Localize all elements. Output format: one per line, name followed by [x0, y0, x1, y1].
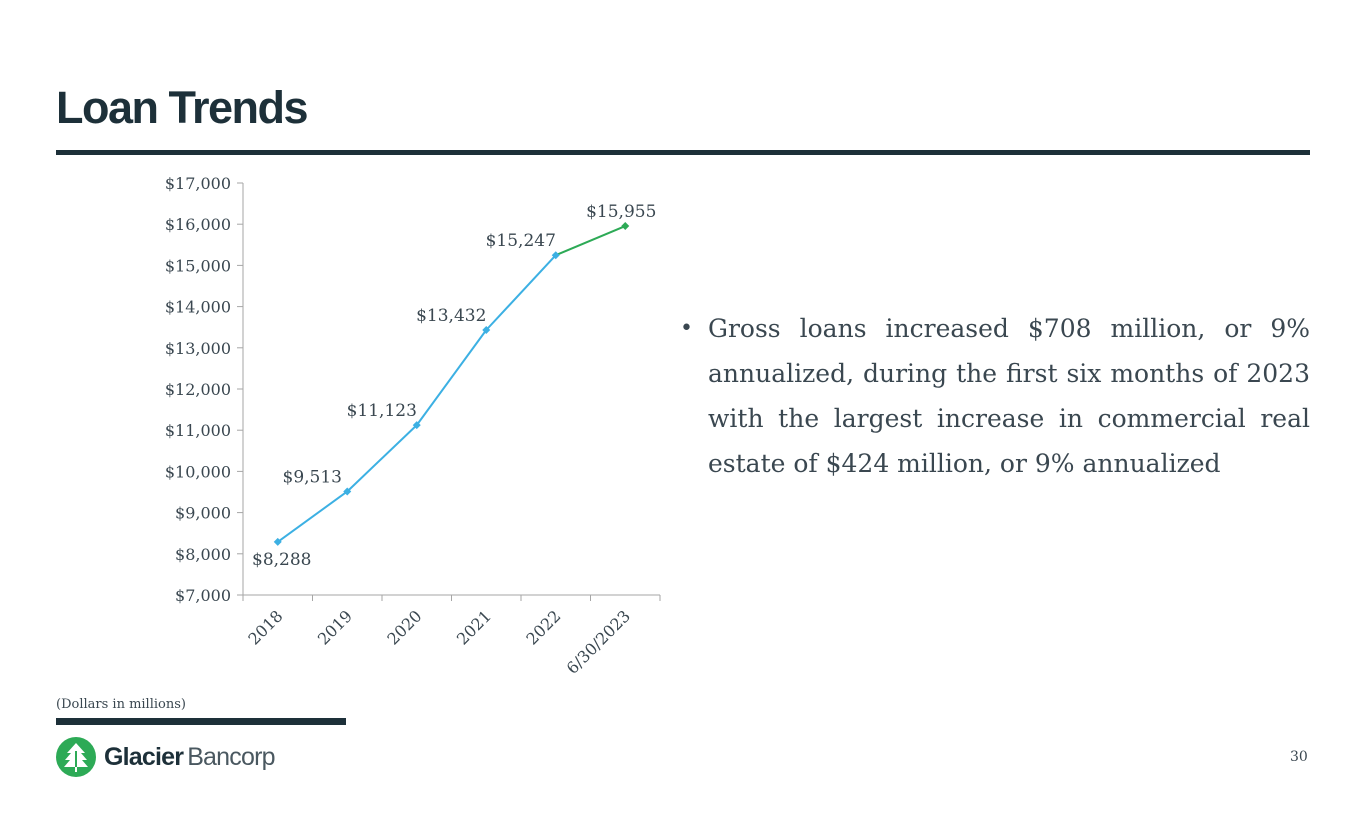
y-tick-label: $9,000 [175, 504, 231, 523]
bullet-dot-icon: • [680, 316, 693, 341]
data-point [412, 421, 421, 430]
logo-name-light: Bancorp [187, 742, 275, 771]
y-tick-label: $11,000 [165, 421, 231, 440]
logo-name-bold: Glacier [104, 742, 184, 771]
units-footnote: (Dollars in millions) [56, 697, 186, 712]
y-tick-label: $17,000 [165, 174, 231, 193]
data-point [482, 326, 491, 335]
y-tick-label: $14,000 [165, 298, 231, 317]
title-divider [56, 150, 1310, 155]
bullet-text: Gross loans increased $708 million, or 9… [708, 314, 1310, 478]
x-tick-label: 2022 [522, 606, 564, 648]
y-tick-label: $16,000 [165, 215, 231, 234]
footer-divider [56, 718, 346, 725]
company-logo: Glacier Bancorp [56, 737, 275, 777]
bullet-list: • Gross loans increased $708 million, or… [680, 306, 1310, 486]
data-label: $8,288 [252, 550, 311, 570]
data-label: $13,432 [416, 306, 486, 326]
data-label: $15,247 [486, 231, 556, 251]
y-tick-label: $13,000 [165, 339, 231, 358]
series-line-segment [485, 254, 557, 331]
series-line-segment [415, 329, 488, 426]
data-point [551, 251, 560, 260]
logo-wordmark: Glacier Bancorp [104, 743, 275, 772]
y-tick-label: $15,000 [165, 256, 231, 275]
y-tick-label: $7,000 [175, 586, 231, 605]
x-tick-label: 2018 [244, 606, 286, 648]
x-tick-label: 6/30/2023 [563, 606, 634, 677]
data-point [343, 487, 352, 496]
page-number: 30 [1290, 749, 1308, 765]
data-point [621, 222, 630, 231]
data-point [273, 537, 282, 546]
series-line-segment [555, 225, 626, 257]
series-line-segment [277, 490, 348, 543]
x-tick-label: 2019 [314, 606, 356, 648]
glacier-tree-icon [56, 737, 96, 777]
x-tick-label: 2020 [383, 606, 425, 648]
data-label: $11,123 [347, 401, 417, 421]
series-line-segment [346, 424, 418, 493]
y-tick-label: $8,000 [175, 545, 231, 564]
data-label: $9,513 [283, 467, 342, 487]
data-label: $15,955 [586, 202, 656, 222]
x-tick-label: 2021 [453, 606, 495, 648]
slide-title: Loan Trends [56, 82, 309, 133]
bullet-item: • Gross loans increased $708 million, or… [680, 306, 1310, 486]
loan-trends-chart: $7,000 $8,000 $9,000 $10,000 $11,000 $12,000 $… [165, 174, 661, 678]
y-tick-label: $12,000 [165, 380, 231, 399]
y-tick-label: $10,000 [165, 462, 231, 481]
